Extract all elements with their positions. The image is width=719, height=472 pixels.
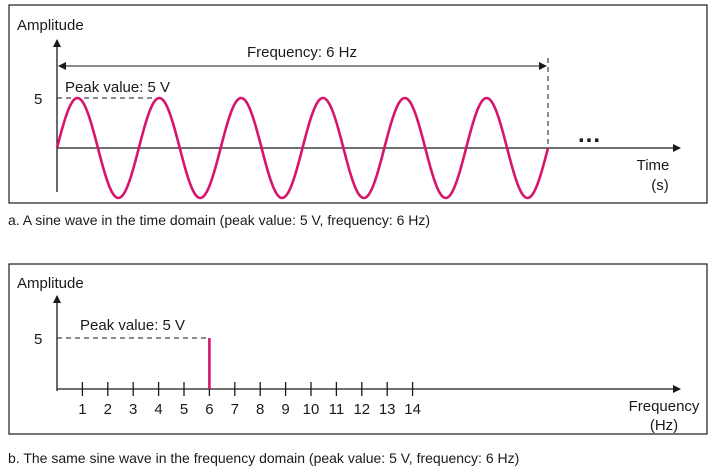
time-y-axis-label: Amplitude — [17, 17, 84, 34]
freq-tick-label-12: 12 — [353, 401, 370, 418]
freq-tick-label-3: 3 — [129, 401, 137, 418]
frequency-domain-panel: Amplitude 1 2 3 4 5 6 7 8 9 10 11 12 13 14 Peak value… — [8, 263, 708, 435]
freq-x-axis-label: Frequency — [629, 398, 700, 415]
frequency-panel-frame — [8, 263, 708, 435]
freq-tick-label-9: 9 — [281, 401, 289, 418]
continuation-ellipsis: ... — [578, 121, 601, 148]
freq-tick-label-5: 5 — [180, 401, 188, 418]
time-peak-annotation: Peak value: 5 V — [65, 79, 170, 96]
sine-wave — [55, 96, 550, 200]
freq-tick-label-8: 8 — [256, 401, 264, 418]
freq-x-axis-unit: (Hz) — [650, 417, 678, 434]
freq-tick-label-1: 1 — [78, 401, 86, 418]
frequency-annotation: Frequency: 6 Hz — [247, 44, 357, 61]
time-caption: a. A sine wave in the time domain (peak … — [8, 212, 430, 228]
time-domain-panel: Amplitude Time (s) Frequency: 6 Hz Peak … — [8, 4, 708, 204]
freq-tick-label-10: 10 — [303, 401, 320, 418]
freq-caption: b. The same sine wave in the frequency d… — [8, 450, 519, 466]
time-peak-tick-label: 5 — [34, 91, 42, 108]
time-x-axis-label: Time — [637, 157, 670, 174]
freq-y-axis-label: Amplitude — [17, 275, 84, 292]
freq-tick-label-7: 7 — [231, 401, 239, 418]
freq-tick-label-2: 2 — [104, 401, 112, 418]
freq-ticks: 1 2 3 4 5 6 7 8 9 10 11 12 13 14 — [78, 382, 421, 418]
freq-tick-label-6: 6 — [205, 401, 213, 418]
freq-peak-annotation: Peak value: 5 V — [80, 317, 185, 334]
freq-tick-label-11: 11 — [329, 401, 345, 418]
time-panel-frame — [8, 4, 708, 204]
freq-tick-label-4: 4 — [154, 401, 162, 418]
freq-tick-label-13: 13 — [379, 401, 396, 418]
freq-tick-label-14: 14 — [404, 401, 421, 418]
time-x-axis-unit: (s) — [651, 177, 669, 194]
freq-peak-tick-label: 5 — [34, 331, 42, 348]
